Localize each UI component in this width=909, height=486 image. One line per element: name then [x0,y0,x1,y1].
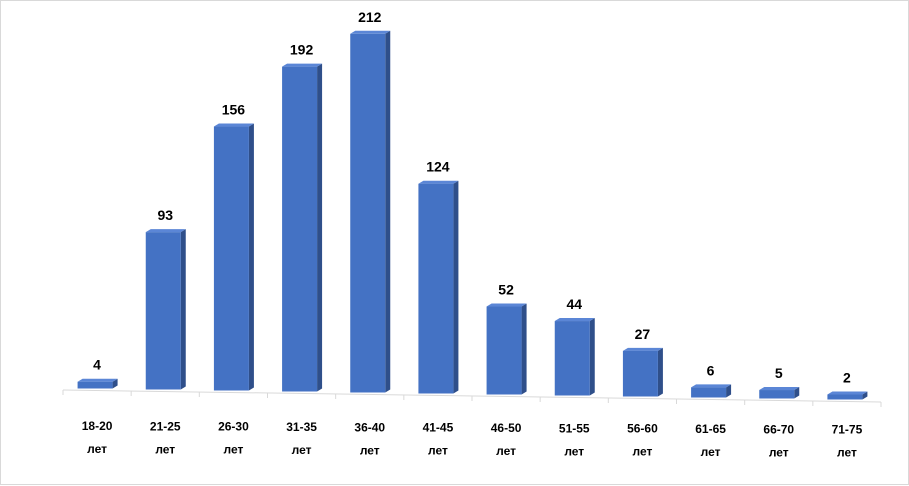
x-tick-label-unit: лет [428,444,448,458]
bar-top [827,391,868,395]
x-tick-label-unit: лет [496,444,516,458]
data-label: 212 [358,9,382,25]
bar-top [282,63,323,67]
bar-front [691,387,727,398]
bar-46-50 [486,303,527,395]
bar-top [486,303,527,307]
x-tick-label-unit: лет [223,443,243,457]
bar-26-30 [213,123,254,391]
x-tick-label: 46-50 [491,421,522,435]
bar-front [77,381,113,389]
x-tick-label: 21-25 [150,419,181,433]
bar-top [213,123,254,127]
x-tick-label-unit: лет [360,443,380,457]
bar-side [589,318,595,396]
bar-side [112,378,118,389]
bar-top [145,229,186,233]
data-label: 44 [566,296,582,312]
bar-side [248,123,254,391]
bar-front [418,183,454,394]
bar-18-20 [77,378,118,389]
x-tick-label: 18-20 [82,419,113,433]
bar-side [385,30,391,393]
data-label: 5 [775,365,783,381]
bar-front [827,394,863,400]
data-label: 6 [707,362,715,378]
x-tick-label: 36-40 [354,420,385,434]
bar-top [622,347,663,351]
bar-21-25 [145,229,186,390]
x-tick-label: 66-70 [763,422,794,436]
bar-side [862,391,868,400]
x-tick-label-unit: лет [632,445,652,459]
bar-side [726,384,732,398]
x-tick-label-unit: лет [769,445,789,459]
bar-side [317,63,323,392]
data-label: 2 [843,370,851,386]
bar-top [554,318,595,322]
data-label: 156 [222,102,246,118]
x-tick-label: 26-30 [218,420,249,434]
x-tick-label-unit: лет [837,446,857,460]
bar-front [486,306,522,395]
bar-side [794,387,800,399]
bar-front [622,350,658,397]
x-tick-label: 31-35 [286,420,317,434]
data-label: 52 [498,282,514,298]
bar-front [350,33,386,393]
bar-top [77,378,118,382]
x-tick-label: 71-75 [832,423,863,437]
bar-61-65 [691,384,732,398]
data-label: 93 [157,207,173,223]
bar-front [554,321,590,396]
bar-side [180,229,186,390]
x-tick-label: 61-65 [695,422,726,436]
bar-36-40 [350,30,391,393]
data-label: 4 [93,357,101,373]
data-label: 192 [290,42,314,58]
bar-41-45 [418,180,459,394]
x-tick-label: 56-60 [627,422,658,436]
bar-side [521,303,527,395]
bar-front [282,66,318,392]
bar-top [691,384,732,388]
x-tick-label-unit: лет [87,442,107,456]
data-label: 27 [635,326,651,342]
bar-66-70 [759,387,800,399]
bar-front [213,126,249,391]
x-tick-label-unit: лет [292,443,312,457]
bar-front [145,232,181,390]
bar-top [759,387,800,391]
x-tick-label-unit: лет [155,442,175,456]
bar-31-35 [282,63,323,392]
bar-top [418,180,459,184]
x-tick-label-unit: лет [564,444,584,458]
bar-71-75 [827,391,868,400]
x-tick-label-unit: лет [701,445,721,459]
x-tick-label: 51-55 [559,421,590,435]
bar-51-55 [554,318,595,396]
x-tick-label: 41-45 [423,421,454,435]
bar-top [350,30,391,34]
bar-side [657,347,663,397]
bar-front [759,390,795,399]
data-label: 124 [426,159,450,175]
bar-56-60 [622,347,663,397]
bar-side [453,180,459,394]
